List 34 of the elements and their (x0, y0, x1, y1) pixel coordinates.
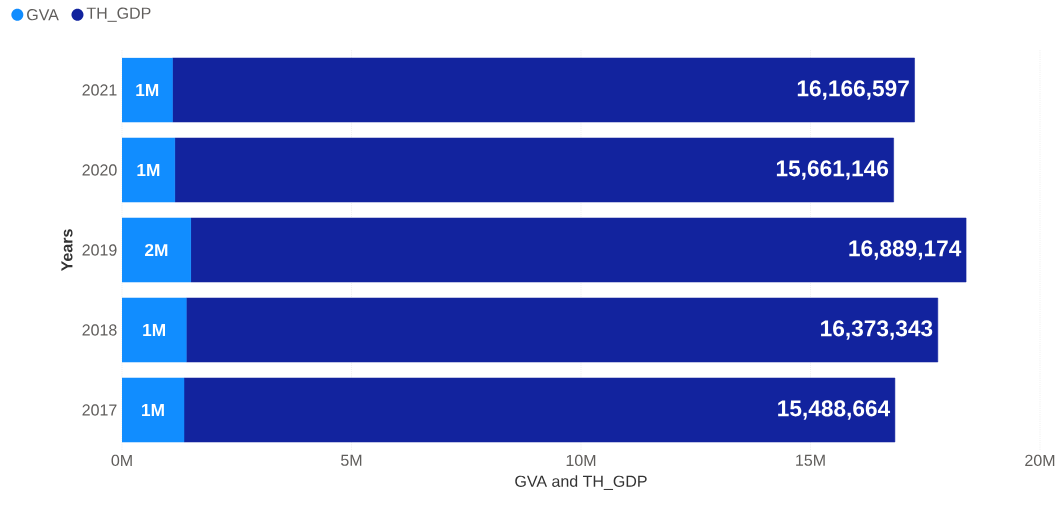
x-tick-label: 20M (1025, 454, 1055, 467)
bar (190, 217, 967, 283)
bar (174, 137, 894, 203)
x-tick-label: 10M (566, 454, 596, 467)
y-tick-label: 2021 (82, 84, 117, 96)
y-tick-label: 2017 (82, 404, 117, 416)
y-tick-label: 2020 (82, 164, 117, 176)
bar (172, 57, 915, 123)
y-axis-title: Years (61, 229, 73, 272)
data-label: 1M (137, 164, 160, 176)
data-label: 16,889,174 (849, 240, 962, 260)
x-tick-label: 0M (111, 454, 132, 467)
legend-label: TH_GDP (86, 7, 151, 22)
data-label: 16,166,597 (797, 80, 909, 100)
data-label: 1M (142, 404, 164, 416)
bar (122, 137, 176, 203)
bar (122, 297, 187, 363)
data-label: 2M (145, 243, 168, 257)
data-label: 1M (136, 84, 159, 96)
data-label: 15,661,146 (776, 160, 889, 180)
bar (122, 377, 185, 443)
bar (186, 297, 939, 363)
y-tick-label: 2018 (82, 324, 117, 336)
y-tick-label: 2019 (82, 244, 117, 256)
legend-label: GVA (27, 9, 59, 21)
bar (183, 377, 896, 443)
x-axis-title: GVA and TH_GDP (515, 475, 647, 490)
data-label: 16,373,343 (821, 320, 933, 340)
bar (122, 217, 192, 283)
bar (122, 57, 173, 123)
x-tick-label: 5M (341, 454, 362, 466)
x-tick-label: 15M (796, 454, 825, 466)
data-label: 1M (143, 324, 166, 336)
data-label: 15,488,664 (778, 400, 891, 420)
